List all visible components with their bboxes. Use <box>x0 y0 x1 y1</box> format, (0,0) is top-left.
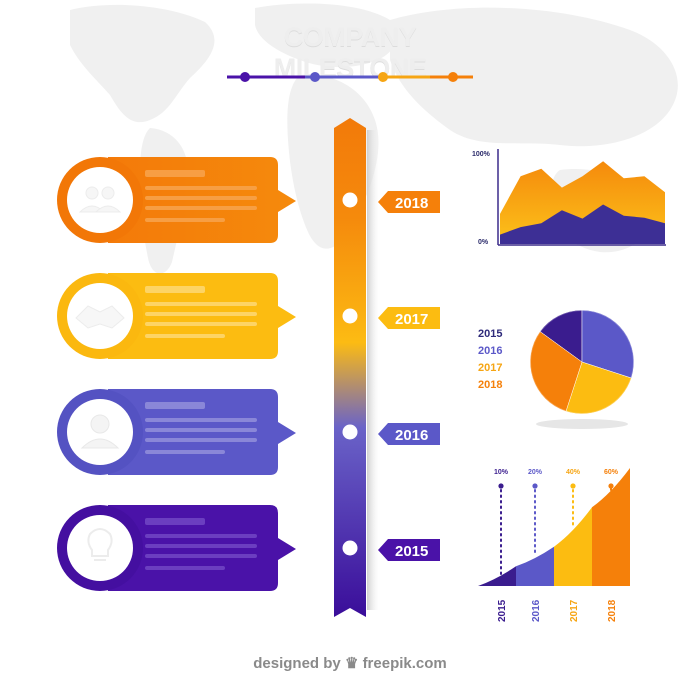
divider-dot <box>310 72 320 82</box>
pie-slice-2018 <box>529 331 583 412</box>
area-series-2 <box>500 204 665 244</box>
growth-value-label: 10% <box>494 469 509 476</box>
card-text-placeholder <box>145 286 257 338</box>
year-tag-2016: 2016 <box>378 423 440 445</box>
divider-dot <box>378 72 388 82</box>
area-chart: 100% 0% <box>472 149 666 246</box>
pie-rim <box>529 309 635 415</box>
pie-shadow <box>536 419 628 429</box>
year-label-2015: 2015 <box>395 543 428 560</box>
growth-segment-2018 <box>592 468 630 586</box>
growth-marker-dot <box>498 483 504 489</box>
user-icon <box>80 414 120 449</box>
timeline-dot-2017 <box>342 308 358 324</box>
pie-legend-2018: 2018 <box>478 379 503 391</box>
area-chart-y-min-label: 0% <box>478 239 489 246</box>
pie-slice-2015 <box>539 309 583 363</box>
year-tag-2015: 2015 <box>378 539 440 561</box>
freepik-logo-icon: ♛ <box>344 655 359 672</box>
growth-segment-2016 <box>516 546 554 586</box>
growth-chart: 10% 2015 20% 2016 40% 2017 60% 2018 <box>478 468 630 622</box>
timeline-dot-2016 <box>342 424 358 440</box>
pie-legend-2015: 2015 <box>478 328 503 340</box>
timeline-dot-2018 <box>342 192 358 208</box>
growth-marker-dot <box>608 483 614 489</box>
people-icon <box>78 186 122 213</box>
footer-credit: designed by ♛ freepik.com <box>0 654 700 672</box>
growth-value-label: 20% <box>528 469 543 476</box>
pie-slice-2016 <box>581 309 635 379</box>
growth-segment-2017 <box>554 507 592 586</box>
growth-year-label: 2015 <box>497 599 508 622</box>
card-text-placeholder <box>145 402 257 454</box>
pie-chart <box>529 309 635 429</box>
pie-slice-2017 <box>565 361 632 415</box>
growth-year-label: 2016 <box>531 599 542 622</box>
growth-value-label: 60% <box>604 469 619 476</box>
milestone-card-2015 <box>57 505 296 591</box>
divider-dot <box>448 72 458 82</box>
milestone-card-2017 <box>57 273 296 359</box>
year-label-2018: 2018 <box>395 195 428 212</box>
year-tag-2017: 2017 <box>378 307 440 329</box>
year-tag-2018: 2018 <box>378 191 440 213</box>
milestone-card-2016 <box>57 389 296 475</box>
growth-year-label: 2017 <box>569 599 580 622</box>
pie-legend-2017: 2017 <box>478 362 503 374</box>
lightbulb-icon <box>87 528 113 561</box>
pie-legend-2016: 2016 <box>478 345 503 357</box>
year-label-2017: 2017 <box>395 311 428 328</box>
year-label-2016: 2016 <box>395 427 428 444</box>
timeline-bar <box>334 118 381 617</box>
card-text-placeholder <box>145 170 257 222</box>
growth-value-label: 40% <box>566 469 581 476</box>
growth-marker-dot <box>532 483 538 489</box>
title-divider <box>227 72 473 82</box>
area-chart-y-max-label: 100% <box>472 151 491 158</box>
footer-prefix: designed by <box>253 655 341 672</box>
divider-dot <box>240 72 250 82</box>
timeline-dot-2015 <box>342 540 358 556</box>
milestone-card-2018 <box>57 157 296 243</box>
handshake-icon <box>75 305 125 329</box>
growth-year-label: 2018 <box>607 599 618 622</box>
area-chart-series <box>500 161 665 244</box>
growth-marker-dot <box>570 483 576 489</box>
growth-segment-2015 <box>478 566 516 586</box>
footer-brand: freepik.com <box>362 655 447 672</box>
card-text-placeholder <box>145 518 257 570</box>
